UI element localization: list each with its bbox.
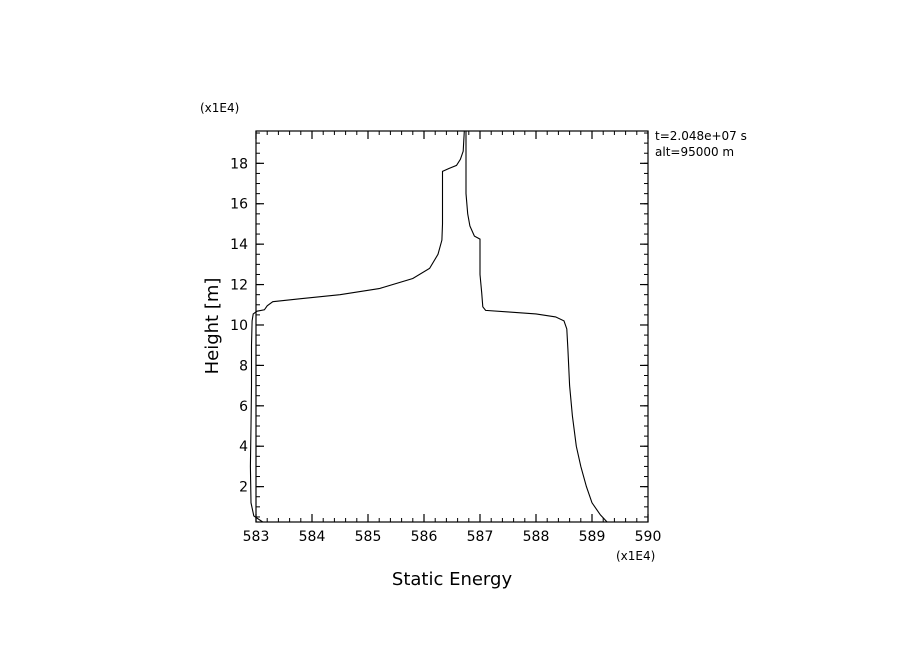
y-tick-label: 2: [239, 480, 248, 496]
y-tick-label: 6: [239, 399, 248, 415]
profile-line-2: [249, 130, 465, 523]
y-tick-label: 12: [230, 278, 248, 294]
y-tick-label: 18: [230, 156, 248, 172]
data-series-layer: [249, 130, 608, 523]
time-annotation: t=2.048e+07 s: [655, 129, 747, 143]
y-tick-label: 4: [239, 439, 248, 455]
y-tick-label: 16: [230, 197, 248, 213]
x-tick-label: 585: [355, 529, 382, 545]
altitude-annotation: alt=95000 m: [655, 145, 734, 159]
y-tick-label: 14: [230, 237, 248, 253]
x-tick-label: 590: [635, 529, 662, 545]
x-tick-label: 588: [523, 529, 550, 545]
y-tick-label: 8: [239, 358, 248, 374]
x-tick-label: 583: [243, 529, 270, 545]
y-tick-label: 10: [230, 318, 248, 334]
y-axis-multiplier: (x1E4): [200, 101, 239, 115]
tick-layer: 583 584 585 586 587 588 589 590 2 4 6 8 10 12 14 16 18: [230, 131, 661, 545]
y-axis-title: Height [m]: [202, 278, 223, 375]
plot-frame: [255, 130, 649, 523]
profile-line-1: [465, 131, 608, 523]
x-tick-label: 586: [411, 529, 438, 545]
x-tick-label: 589: [579, 529, 606, 545]
x-axis-title: Static Energy: [392, 569, 513, 590]
x-tick-label: 587: [467, 529, 494, 545]
x-tick-label: 584: [299, 529, 326, 545]
x-axis-multiplier: (x1E4): [616, 549, 655, 563]
